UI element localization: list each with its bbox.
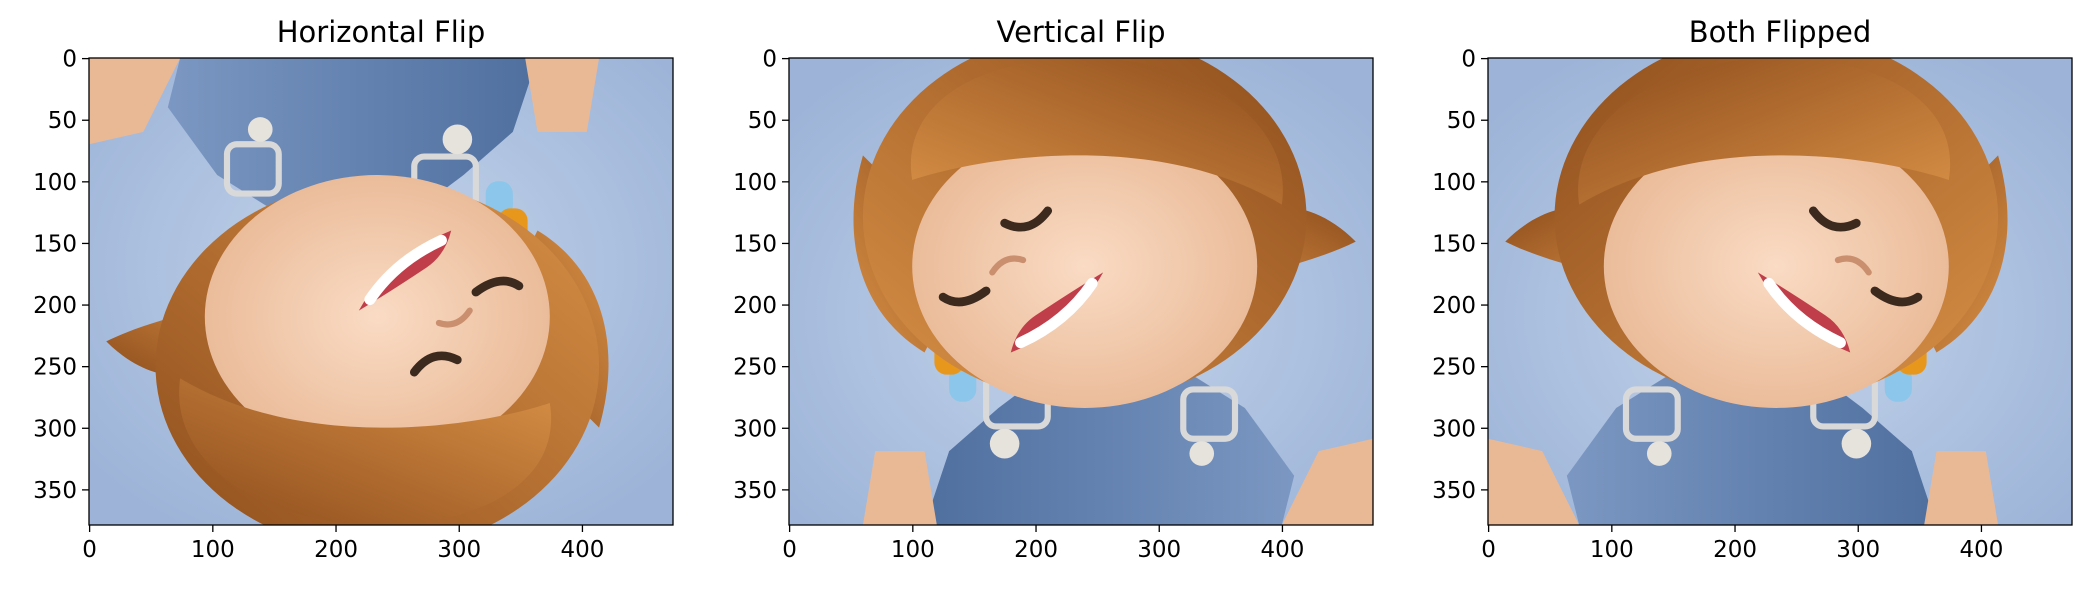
axes-frame bbox=[1487, 57, 2073, 526]
x-tick-label: 0 bbox=[1481, 537, 1496, 563]
y-tick-label: 150 bbox=[733, 231, 777, 257]
y-tick-label: 250 bbox=[1432, 355, 1476, 381]
y-tick-label: 350 bbox=[1432, 478, 1476, 504]
axes-frame bbox=[88, 57, 674, 526]
y-tick-label: 0 bbox=[762, 47, 777, 73]
y-tick-label: 0 bbox=[1461, 47, 1476, 73]
x-tick-label: 300 bbox=[437, 537, 481, 563]
y-tick-label: 350 bbox=[33, 478, 77, 504]
x-tick-label: 300 bbox=[1836, 537, 1880, 563]
x-tick-label: 100 bbox=[891, 537, 935, 563]
y-tick-label: 200 bbox=[733, 293, 777, 319]
y-tick-label: 300 bbox=[33, 416, 77, 442]
photo-vertical bbox=[789, 32, 1373, 525]
x-tick-label: 400 bbox=[1959, 537, 2003, 563]
x-tick-label: 0 bbox=[782, 537, 797, 563]
x-tick-label: 200 bbox=[1713, 537, 1757, 563]
x-tick-label: 100 bbox=[1590, 537, 1634, 563]
y-tick-label: 200 bbox=[1432, 293, 1476, 319]
y-tick-label: 100 bbox=[733, 170, 777, 196]
y-tick-label: 300 bbox=[733, 416, 777, 442]
y-tick-label: 100 bbox=[33, 170, 77, 196]
panel-title: Both Flipped bbox=[1689, 15, 1871, 49]
y-tick-label: 100 bbox=[1432, 170, 1476, 196]
y-tick-label: 50 bbox=[748, 108, 777, 134]
x-tick-label: 200 bbox=[1014, 537, 1058, 563]
y-tick-label: 250 bbox=[733, 355, 777, 381]
axes-frame bbox=[788, 57, 1374, 526]
y-tick-label: 150 bbox=[33, 231, 77, 257]
y-tick-label: 300 bbox=[1432, 416, 1476, 442]
panel-title: Horizontal Flip bbox=[277, 15, 486, 49]
y-tick-label: 200 bbox=[33, 293, 77, 319]
x-tick-label: 200 bbox=[314, 537, 358, 563]
x-tick-label: 400 bbox=[1260, 537, 1304, 563]
y-tick-label: 250 bbox=[33, 355, 77, 381]
photo-both bbox=[1488, 32, 2072, 525]
x-tick-label: 100 bbox=[191, 537, 235, 563]
y-tick-label: 150 bbox=[1432, 231, 1476, 257]
panel-horizontal: Horizontal Flip 0 100 200 300 400 0 50 100 150 200… bbox=[33, 15, 674, 563]
y-tick-label: 50 bbox=[1447, 108, 1476, 134]
y-tick-label: 350 bbox=[733, 478, 777, 504]
y-tick-label: 0 bbox=[62, 47, 77, 73]
x-tick-label: 400 bbox=[560, 537, 604, 563]
panel-vertical: Vertical Flip 0 100 200 300 400 0 50 100 150 200 25… bbox=[733, 15, 1374, 563]
x-tick-label: 300 bbox=[1137, 537, 1181, 563]
photo-horizontal bbox=[89, 58, 673, 551]
panel-both: Both Flipped 0 100 200 300 400 0 50 100 150 200 250… bbox=[1432, 15, 2073, 563]
panel-title: Vertical Flip bbox=[997, 15, 1166, 49]
x-tick-label: 0 bbox=[82, 537, 97, 563]
y-tick-label: 50 bbox=[48, 108, 77, 134]
